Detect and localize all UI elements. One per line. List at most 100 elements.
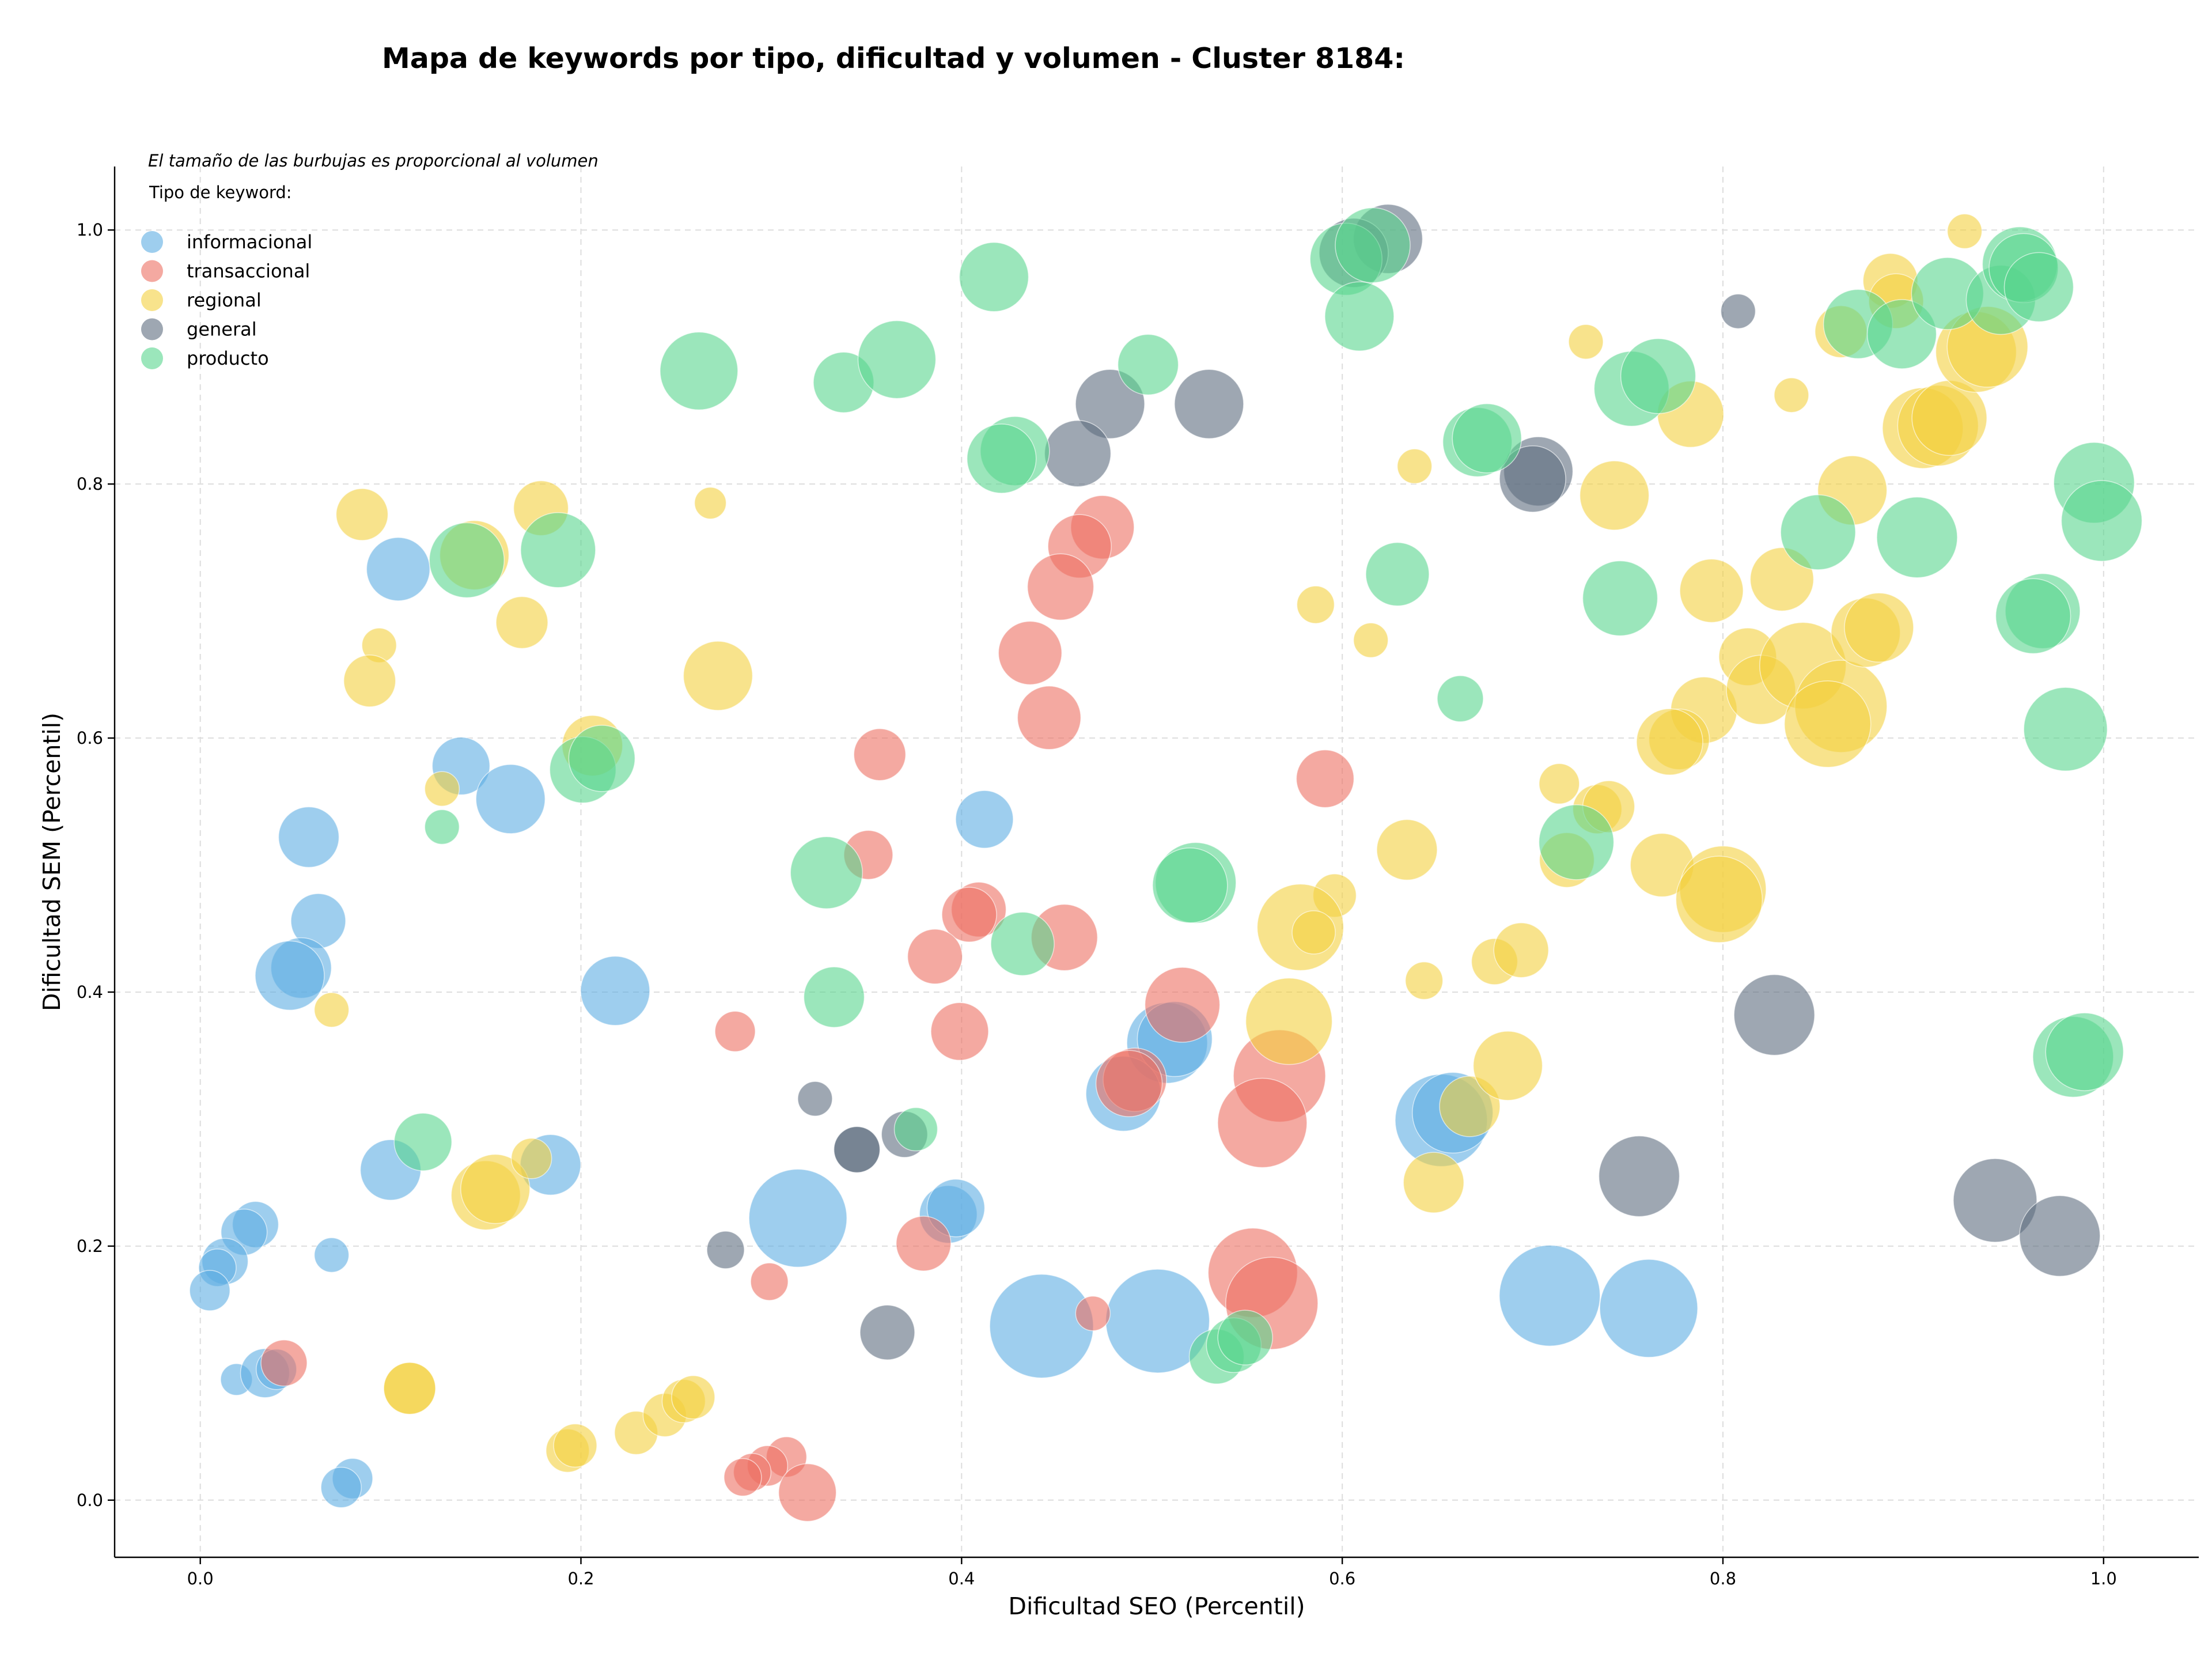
bubble-regional <box>1539 763 1580 805</box>
bubble-regional <box>1353 622 1389 659</box>
bubble-producto <box>893 1107 938 1152</box>
bubble-general <box>1598 1135 1680 1217</box>
bubble-regional <box>1493 922 1549 978</box>
bubble-general <box>1044 419 1112 487</box>
bubble-informacional <box>320 1466 362 1508</box>
bubble-regional <box>424 771 460 807</box>
legend-marker-transaccional <box>141 260 163 282</box>
y-tick-label: 1.0 <box>77 220 103 240</box>
bubble-producto <box>393 1113 453 1171</box>
bubble-regional <box>1579 460 1650 531</box>
bubble-general <box>1733 974 1815 1056</box>
bubble-regional <box>335 488 389 541</box>
x-tick-label: 0.6 <box>1329 1569 1355 1588</box>
bubble-transaccional <box>998 620 1063 686</box>
bubble-regional <box>313 992 350 1028</box>
legend-label-regional: regional <box>187 289 262 311</box>
legend-label-informacional: informacional <box>187 231 312 253</box>
bubble-regional <box>1783 680 1872 768</box>
bubble-producto <box>2045 1012 2124 1091</box>
y-tick-label: 0.2 <box>77 1236 103 1256</box>
bubble-transaccional <box>1017 686 1082 750</box>
y-tick-label: 0.8 <box>77 474 103 494</box>
x-tick-label: 0.0 <box>187 1569 214 1588</box>
bubble-regional <box>1396 448 1433 485</box>
bubble-general <box>1174 369 1244 440</box>
bubble-producto <box>2023 687 2108 771</box>
bubble-transaccional <box>724 1458 762 1497</box>
bubble-producto <box>429 522 505 599</box>
bubble-transaccional <box>907 928 963 985</box>
bubble-regional <box>510 1138 552 1179</box>
bubble-general <box>706 1231 745 1269</box>
bubble-general <box>797 1081 833 1117</box>
bubble-producto <box>520 512 596 588</box>
bubble-regional <box>1568 324 1604 360</box>
bubble-transaccional <box>941 887 997 943</box>
bubble-regional <box>1296 585 1335 624</box>
bubble-producto <box>1538 804 1615 880</box>
legend-note: El tamaño de las burbujas es proporciona… <box>148 151 599 171</box>
bubble-transaccional <box>1027 553 1094 620</box>
bubble-producto <box>424 809 460 845</box>
bubble-regional <box>553 1423 597 1468</box>
bubble-transaccional <box>1217 1077 1308 1168</box>
bubble-producto <box>2003 252 2074 323</box>
bubble-transaccional <box>853 728 907 781</box>
bubble-informacional <box>313 1237 350 1273</box>
bubble-informacional <box>366 537 431 601</box>
bubble-producto <box>790 836 863 909</box>
bubble-informacional <box>1599 1259 1698 1358</box>
series-producto <box>393 207 2143 1384</box>
bubble-producto <box>1876 496 1958 578</box>
bubble-producto <box>857 320 937 399</box>
bubble-regional <box>671 1375 715 1420</box>
chart-title: Mapa de keywords por tipo, dificultad y … <box>382 42 1405 75</box>
legend-label-producto: producto <box>187 347 269 369</box>
x-tick-label: 0.2 <box>567 1569 594 1588</box>
bubble-producto <box>1335 207 1411 283</box>
legend-marker-informacional <box>141 231 163 253</box>
bubble-regional <box>495 596 548 649</box>
bubble-producto <box>660 331 738 411</box>
bubble-regional <box>1679 558 1744 623</box>
bubble-informacional <box>255 940 325 1011</box>
bubble-producto <box>1437 675 1484 722</box>
bubble-transaccional <box>930 1002 989 1061</box>
bubble-transaccional <box>750 1262 789 1301</box>
bubble-informacional <box>580 956 650 1026</box>
bubble-regional <box>383 1362 436 1415</box>
bubble-regional <box>1946 213 1983 249</box>
bubble-general <box>1720 293 1756 330</box>
bubble-producto <box>1117 334 1179 396</box>
bubble-producto <box>1217 1310 1273 1365</box>
bubble-regional <box>694 486 727 520</box>
y-tick-label: 0.4 <box>77 982 103 1002</box>
bubble-transaccional <box>1144 967 1221 1043</box>
bubble-transaccional <box>1075 1295 1111 1331</box>
bubble-transaccional <box>1095 1050 1163 1117</box>
bubble-regional <box>1636 708 1703 775</box>
bubble-producto <box>1620 338 1696 414</box>
bubble-regional <box>1675 856 1763 943</box>
bubble-regional <box>1291 910 1336 955</box>
x-tick-label: 1.0 <box>2090 1569 2117 1588</box>
bubble-producto <box>2061 480 2143 562</box>
bubble-general <box>833 1126 881 1174</box>
bubble-general <box>859 1304 915 1361</box>
bubble-producto <box>990 911 1055 976</box>
y-tick-label: 0.0 <box>77 1490 103 1510</box>
bubble-producto <box>1995 578 2071 654</box>
legend-label-transaccional: transaccional <box>187 260 310 282</box>
bubble-transaccional <box>778 1463 837 1522</box>
bubble-informacional <box>475 764 546 834</box>
bubble-producto <box>1780 494 1856 570</box>
bubble-regional <box>1774 377 1809 413</box>
legend-title: Tipo de keyword: <box>149 183 292 202</box>
bubble-regional <box>1403 1152 1464 1213</box>
series-transaccional <box>260 495 1355 1522</box>
y-axis-label: Dificultad SEM (Percentil) <box>38 713 66 1011</box>
ticks: 0.0 0.2 0.4 0.6 0.8 1.0 0.0 0.2 0.4 0.6 0.8 1.0 <box>77 220 2117 1588</box>
bubbles <box>189 203 2143 1522</box>
